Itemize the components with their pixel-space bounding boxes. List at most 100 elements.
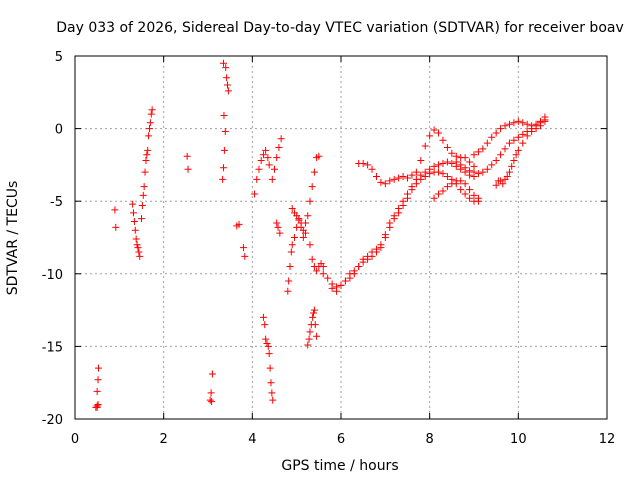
data-point: [271, 165, 278, 173]
data-point: [417, 157, 425, 165]
data-point: [501, 122, 509, 130]
data-point: [443, 173, 451, 181]
data-point: [111, 206, 119, 214]
data-point: [479, 145, 487, 153]
data-point: [286, 263, 294, 271]
data-point: [145, 125, 153, 133]
data-point: [94, 364, 102, 372]
data-point: [94, 376, 102, 384]
x-tick-label: 10: [510, 432, 527, 447]
data-point: [390, 215, 398, 223]
data-point: [138, 202, 146, 210]
data-point: [426, 170, 434, 178]
data-point: [368, 252, 376, 260]
data-point: [277, 135, 285, 143]
data-point: [140, 183, 148, 191]
series-s10: [251, 146, 273, 198]
data-point: [408, 171, 416, 179]
data-point: [142, 157, 150, 165]
series-s4: [138, 106, 156, 223]
data-point: [532, 125, 540, 133]
data-point: [492, 181, 500, 189]
data-point: [143, 151, 151, 159]
data-point: [304, 212, 312, 220]
data-point: [488, 133, 496, 141]
data-point: [404, 174, 411, 182]
data-point: [430, 126, 438, 134]
data-point: [206, 396, 214, 404]
data-point: [93, 403, 101, 411]
data-point: [319, 270, 327, 278]
data-point: [112, 223, 120, 231]
data-point: [313, 332, 321, 340]
data-point: [519, 139, 527, 147]
data-point: [512, 151, 520, 159]
data-point: [503, 173, 511, 181]
data-point: [505, 139, 513, 147]
data-point: [443, 183, 451, 191]
data-point: [359, 159, 367, 167]
data-point: [184, 165, 192, 173]
series-s20: [328, 168, 482, 295]
y-tick-label: -20: [42, 413, 63, 428]
data-point: [208, 370, 216, 378]
data-point: [299, 226, 307, 234]
data-point: [132, 235, 140, 243]
data-point: [262, 146, 270, 154]
data-point: [452, 158, 460, 166]
data-point: [129, 200, 137, 208]
data-point: [130, 209, 138, 217]
data-point: [466, 158, 474, 166]
series-s24: [470, 113, 549, 159]
data-point: [514, 146, 522, 154]
data-point: [220, 112, 228, 120]
data-point: [241, 252, 249, 260]
data-point: [421, 142, 429, 150]
data-point: [295, 215, 303, 223]
data-point: [145, 132, 153, 140]
data-point: [220, 146, 228, 154]
x-tick-label: 2: [160, 432, 168, 447]
data-point: [426, 132, 434, 140]
data-point: [523, 132, 531, 140]
data-point: [288, 204, 296, 212]
data-point: [135, 248, 143, 256]
data-point: [305, 335, 313, 343]
data-point: [268, 175, 276, 183]
series-s17: [299, 152, 323, 234]
data-point: [222, 64, 230, 72]
data-point: [306, 328, 314, 336]
data-point: [309, 313, 317, 321]
data-point: [474, 170, 482, 178]
data-point: [346, 270, 354, 278]
series-s13: [273, 219, 284, 237]
data-point: [328, 284, 336, 292]
data-point: [483, 165, 491, 173]
y-tick-label: 5: [55, 50, 63, 65]
data-point: [514, 133, 522, 141]
data-point: [399, 202, 407, 210]
data-point: [461, 180, 469, 188]
data-point: [505, 120, 513, 128]
data-point: [474, 148, 482, 156]
series-s12: [268, 135, 285, 183]
data-point: [377, 178, 385, 186]
data-point: [302, 219, 310, 227]
data-point: [461, 164, 469, 172]
data-point: [306, 241, 314, 249]
data-point: [266, 364, 274, 372]
data-point: [377, 241, 385, 249]
data-point: [275, 143, 283, 151]
data-point: [265, 161, 273, 169]
data-point: [220, 164, 228, 172]
data-point: [457, 161, 465, 169]
data-point: [308, 183, 316, 191]
data-point: [474, 197, 482, 205]
data-point: [134, 244, 142, 252]
series-s22: [430, 177, 482, 205]
data-point: [255, 165, 263, 173]
data-point: [499, 180, 507, 188]
data-point: [421, 173, 429, 181]
data-point: [479, 168, 487, 176]
x-tick-label: 4: [248, 432, 256, 447]
